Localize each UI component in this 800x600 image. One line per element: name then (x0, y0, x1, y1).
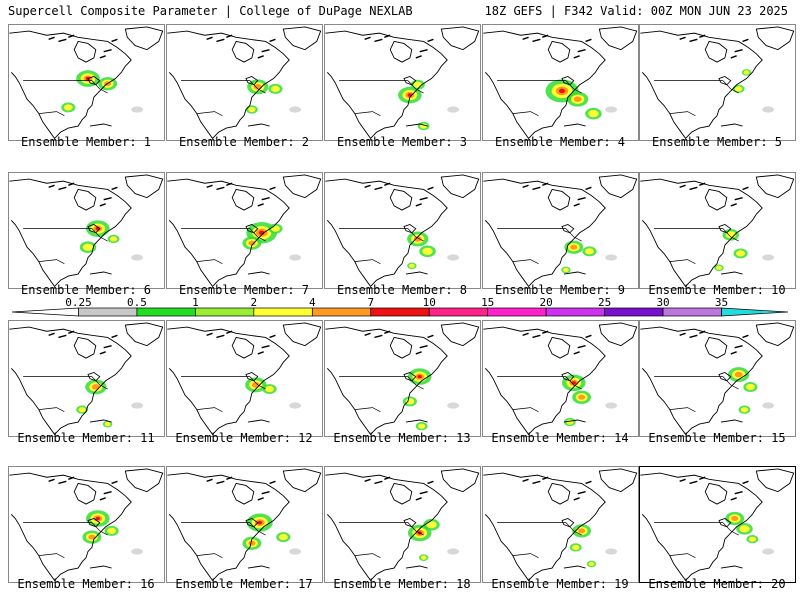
colorbar-segment (428, 307, 489, 317)
scp-map (483, 468, 638, 582)
scp-map (167, 322, 322, 436)
ensemble-member-map (482, 172, 639, 289)
scp-map (325, 26, 480, 140)
scp-map (325, 468, 480, 582)
ensemble-member-label: Ensemble Member: 18 (333, 577, 471, 591)
scp-map (9, 468, 164, 582)
ensemble-member-map (166, 466, 323, 583)
map-title: Supercell Composite Parameter | College … (8, 4, 413, 18)
model-run-info: 18Z GEFS | F342 Valid: 00Z MON JUN 23 20… (484, 4, 788, 18)
ensemble-member-label: Ensemble Member: 7 (178, 283, 310, 297)
ensemble-member-label: Ensemble Member: 16 (17, 577, 155, 591)
colorbar-tick-label: 1 (192, 296, 199, 309)
colorbar-tick-label: 0.25 (65, 296, 92, 309)
ensemble-member-map (324, 320, 481, 437)
ensemble-member-label: Ensemble Member: 11 (17, 431, 155, 445)
colorbar-segment (370, 307, 430, 317)
colorbar-segment (721, 307, 789, 317)
colorbar-segment (78, 307, 138, 317)
colorbar-segment (487, 307, 547, 317)
scp-map (483, 322, 638, 436)
colorbar-tick-label: 30 (656, 296, 669, 309)
ensemble-member-label: Ensemble Member: 3 (336, 135, 468, 149)
ensemble-member-label: Ensemble Member: 8 (336, 283, 468, 297)
ensemble-member-label: Ensemble Member: 4 (494, 135, 626, 149)
ensemble-member-label: Ensemble Member: 10 (648, 283, 786, 297)
colorbar-segment (195, 307, 255, 317)
scp-map (640, 26, 795, 140)
ensemble-member-map (8, 172, 165, 289)
scp-map (325, 322, 480, 436)
ensemble-member-map (482, 320, 639, 437)
colorbar-segment (136, 307, 196, 317)
ensemble-member-map (166, 24, 323, 141)
scp-map (9, 174, 164, 288)
colorbar-segment (253, 307, 313, 317)
color-scale-legend: 0.25 0.5 1 2 4 7 10 15 20 25 30 35 (11, 296, 789, 317)
colorbar-segment (604, 307, 664, 317)
ensemble-member-map (8, 466, 165, 583)
colorbar-tick-label: 0.5 (127, 296, 147, 309)
scp-map (167, 174, 322, 288)
ensemble-member-label: Ensemble Member: 17 (175, 577, 313, 591)
ensemble-member-label: Ensemble Member: 13 (333, 431, 471, 445)
colorbar-tick-label: 35 (715, 296, 728, 309)
ensemble-member-label: Ensemble Member: 1 (20, 135, 152, 149)
ensemble-member-map (639, 320, 796, 437)
scp-map (640, 322, 795, 436)
scp-map (167, 468, 322, 582)
ensemble-member-map (166, 172, 323, 289)
colorbar-tick-label: 20 (540, 296, 553, 309)
ensemble-member-map (639, 466, 796, 583)
colorbar-tick-label: 4 (309, 296, 316, 309)
ensemble-member-map (639, 24, 796, 141)
ensemble-member-map (324, 24, 481, 141)
ensemble-member-map (8, 24, 165, 141)
ensemble-member-label: Ensemble Member: 12 (175, 431, 313, 445)
ensemble-member-map (166, 320, 323, 437)
scp-map (483, 174, 638, 288)
ensemble-member-map (324, 466, 481, 583)
colorbar-segment (662, 307, 722, 317)
ensemble-member-label: Ensemble Member: 15 (648, 431, 786, 445)
ensemble-member-label: Ensemble Member: 20 (648, 577, 786, 591)
ensemble-member-map (324, 172, 481, 289)
scp-map (640, 174, 795, 288)
colorbar-tick-label: 2 (251, 296, 258, 309)
ensemble-member-label: Ensemble Member: 9 (494, 283, 626, 297)
colorbar-tick-label: 15 (481, 296, 494, 309)
ensemble-member-map (639, 172, 796, 289)
colorbar-tick-label: 25 (598, 296, 611, 309)
scp-map (640, 468, 795, 582)
scp-map (325, 174, 480, 288)
ensemble-member-label: Ensemble Member: 19 (491, 577, 629, 591)
colorbar-tick-label: 10 (423, 296, 436, 309)
ensemble-member-label: Ensemble Member: 14 (491, 431, 629, 445)
colorbar-segment (311, 307, 372, 317)
colorbar-segment (11, 307, 79, 317)
scp-map (483, 26, 638, 140)
ensemble-member-label: Ensemble Member: 6 (20, 283, 152, 297)
ensemble-member-label: Ensemble Member: 2 (178, 135, 310, 149)
colorbar-tick-label: 7 (367, 296, 374, 309)
colorbar-segment (545, 307, 605, 317)
scp-map (9, 322, 164, 436)
scp-map (9, 26, 164, 140)
ensemble-member-map (482, 24, 639, 141)
ensemble-member-map (482, 466, 639, 583)
scp-map (167, 26, 322, 140)
ensemble-member-label: Ensemble Member: 5 (651, 135, 783, 149)
ensemble-member-map (8, 320, 165, 437)
